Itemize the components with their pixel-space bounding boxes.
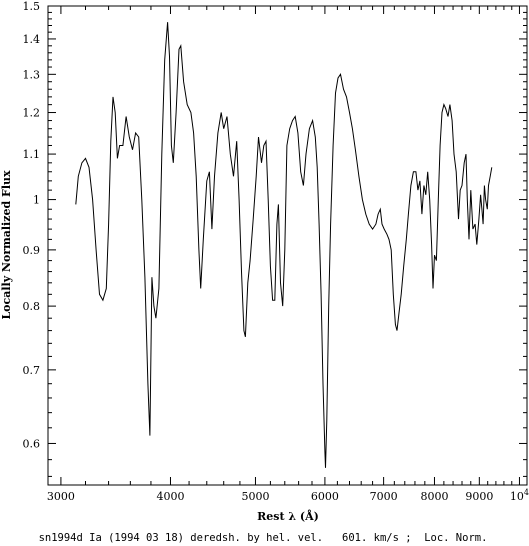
y-axis-title: Locally Normalized Flux xyxy=(0,170,13,320)
spectrum-series-line xyxy=(75,22,493,468)
x-tick-label: 4000 xyxy=(156,490,184,503)
x-tick-label: 6000 xyxy=(311,490,339,503)
y-tick-label: 1.2 xyxy=(23,107,41,120)
plot-frame xyxy=(47,5,528,486)
axis-ticks xyxy=(48,5,528,485)
x-tick-label: 5000 xyxy=(241,490,269,503)
chart-caption: sn1994d Ia (1994 03 18) deredsh. by hel.… xyxy=(39,532,488,544)
y-tick-label: 1 xyxy=(33,194,40,207)
x-tick-label: 8000 xyxy=(420,490,448,503)
y-tick-label: 1.1 xyxy=(23,148,41,161)
axis-tick-labels: 3000 4000 5000 6000 7000 8000 9000 104 0.6 0.7 0.8… xyxy=(23,0,529,503)
y-tick-label: 1.5 xyxy=(23,0,41,13)
y-tick-label: 1.4 xyxy=(23,33,41,46)
x-tick-label-base: 10 xyxy=(510,490,524,503)
y-tick-label: 0.6 xyxy=(23,437,41,450)
x-tick-label: 9000 xyxy=(465,490,493,503)
x-tick-label: 104 xyxy=(510,488,529,503)
x-tick-label: 7000 xyxy=(370,490,398,503)
y-tick-label: 0.9 xyxy=(23,244,41,257)
x-tick-label: 3000 xyxy=(47,490,75,503)
x-tick-label-exponent: 4 xyxy=(524,488,529,497)
x-axis-title: Rest λ (Å) xyxy=(257,509,319,523)
y-tick-label: 1.3 xyxy=(23,68,41,81)
y-tick-label: 0.7 xyxy=(23,364,41,377)
y-tick-label: 0.8 xyxy=(23,300,41,313)
